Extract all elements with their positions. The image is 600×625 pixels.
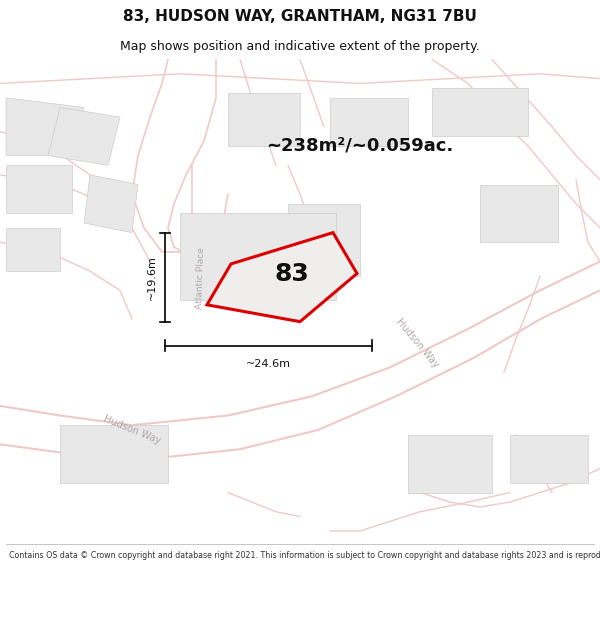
- Polygon shape: [6, 98, 84, 156]
- Polygon shape: [180, 213, 336, 300]
- Polygon shape: [228, 93, 300, 146]
- Polygon shape: [288, 204, 360, 276]
- Text: Atlantic Place: Atlantic Place: [196, 248, 206, 309]
- Polygon shape: [48, 107, 120, 165]
- Text: Map shows position and indicative extent of the property.: Map shows position and indicative extent…: [120, 40, 480, 52]
- Text: Contains OS data © Crown copyright and database right 2021. This information is : Contains OS data © Crown copyright and d…: [9, 551, 600, 560]
- Text: ~24.6m: ~24.6m: [246, 359, 291, 369]
- Polygon shape: [84, 175, 138, 232]
- Polygon shape: [207, 232, 357, 322]
- Text: Hudson Way: Hudson Way: [394, 317, 440, 370]
- Polygon shape: [60, 425, 168, 483]
- Text: 83: 83: [274, 262, 309, 286]
- Text: ~19.6m: ~19.6m: [147, 255, 157, 299]
- Text: ~238m²/~0.059ac.: ~238m²/~0.059ac.: [266, 137, 454, 155]
- Polygon shape: [480, 184, 558, 242]
- Polygon shape: [432, 88, 528, 136]
- Polygon shape: [6, 228, 60, 271]
- Polygon shape: [510, 435, 588, 483]
- Polygon shape: [408, 435, 492, 492]
- Polygon shape: [330, 98, 408, 146]
- Text: 83, HUDSON WAY, GRANTHAM, NG31 7BU: 83, HUDSON WAY, GRANTHAM, NG31 7BU: [123, 9, 477, 24]
- Text: Hudson Way: Hudson Way: [102, 414, 162, 446]
- Polygon shape: [6, 165, 72, 213]
